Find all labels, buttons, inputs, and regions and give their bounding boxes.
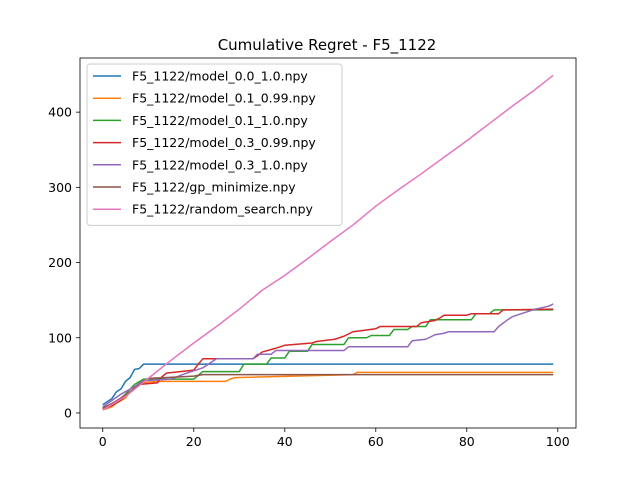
x-tick-label: 80 xyxy=(459,434,475,449)
series-line-4 xyxy=(102,308,554,410)
legend-label: F5_1122/model_0.3_1.0.npy xyxy=(132,157,308,172)
legend-label: F5_1122/model_0.0_1.0.npy xyxy=(132,69,308,84)
legend-label: F5_1122/random_search.npy xyxy=(132,202,313,217)
legend-label: F5_1122/model_0.3_0.99.npy xyxy=(132,135,316,150)
x-tick-label: 20 xyxy=(186,434,202,449)
legend-label: F5_1122/model_0.1_1.0.npy xyxy=(132,113,308,128)
chart-title: Cumulative Regret - F5_1122 xyxy=(218,36,437,55)
plot-frame xyxy=(79,57,577,429)
series-line-5 xyxy=(102,303,554,408)
x-tick-label: 60 xyxy=(368,434,384,449)
x-tick-label: 40 xyxy=(277,434,293,449)
legend: F5_1122/model_0.0_1.0.npy F5_1122/model_0… xyxy=(86,63,343,226)
y-tick-label: 300 xyxy=(48,180,72,195)
series-line-3 xyxy=(102,309,554,409)
series-line-1 xyxy=(102,363,554,406)
y-tick-label: 0 xyxy=(64,405,72,420)
series-line-7 xyxy=(102,74,554,411)
legend-label: F5_1122/model_0.1_0.99.npy xyxy=(132,91,316,106)
y-tick-label: 400 xyxy=(48,105,72,120)
x-tick-label: 100 xyxy=(546,434,570,449)
axes-layer: 0 20 40 60 80 100 0 100 200 300 400 xyxy=(48,57,577,449)
series-layer xyxy=(102,74,554,411)
y-tick-label: 200 xyxy=(48,255,72,270)
y-tick-label: 100 xyxy=(48,330,72,345)
legend-box xyxy=(86,63,343,226)
legend-label: F5_1122/gp_minimize.npy xyxy=(132,180,296,195)
x-tick-label: 0 xyxy=(99,434,107,449)
